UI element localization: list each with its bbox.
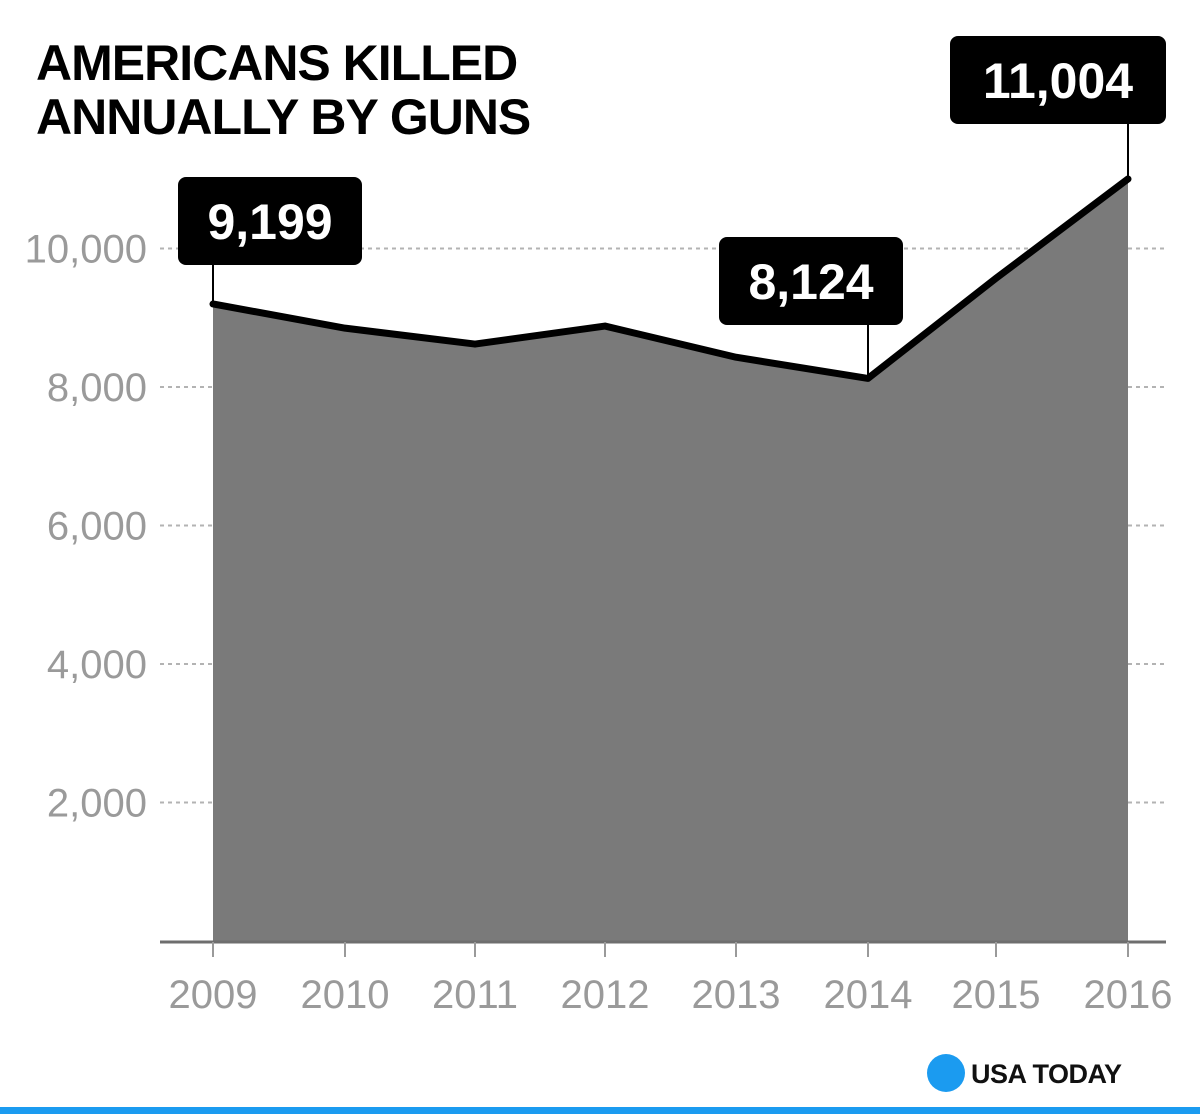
x-tick-label: 2009 (169, 973, 258, 1017)
chart-title: AMERICANS KILLED ANNUALLY BY GUNS (36, 35, 531, 145)
y-tick-label: 10,000 (25, 228, 147, 272)
x-tick-label: 2016 (1084, 973, 1173, 1017)
x-tick-label: 2013 (692, 973, 781, 1017)
y-tick-label: 6,000 (47, 505, 147, 549)
callout-label-2016: 11,004 (983, 53, 1133, 109)
usa-today-logo-text: USA TODAY (971, 1059, 1122, 1089)
x-tick-label: 2010 (301, 973, 390, 1017)
y-tick-label: 8,000 (47, 366, 147, 410)
usa-today-logo-circle-icon (927, 1054, 965, 1092)
callout-box-2009 (178, 177, 362, 265)
area-series (209, 175, 1132, 941)
callout-label-2014: 8,124 (748, 254, 873, 310)
bottom-accent-rule (0, 1107, 1200, 1114)
x-tick-label: 2011 (432, 973, 518, 1017)
chart-title-line-1: AMERICANS KILLED (36, 35, 517, 91)
chart-title-line-2: ANNUALLY BY GUNS (36, 89, 530, 145)
x-tick-label: 2015 (952, 973, 1041, 1017)
callout-label-2009: 9,199 (207, 194, 332, 250)
value-callouts: 9,199 8,124 11,004 (178, 36, 1166, 379)
x-axis-tick-labels: 2009 2010 2011 2012 2013 2014 2015 2016 (169, 973, 1173, 1017)
x-axis (160, 940, 1166, 957)
x-tick-label: 2012 (561, 973, 650, 1017)
series-line (209, 175, 1132, 382)
callout-box-2016 (950, 36, 1166, 124)
y-axis-tick-labels: 2,000 4,000 6,000 8,000 10,000 (25, 228, 147, 826)
y-tick-label: 4,000 (47, 643, 147, 687)
y-tick-label: 2,000 (47, 782, 147, 826)
x-tick-label: 2014 (824, 973, 913, 1017)
callout-box-2014 (719, 237, 903, 325)
usa-today-logo: USA TODAY (927, 1054, 1123, 1092)
area-fill (213, 178, 1128, 941)
